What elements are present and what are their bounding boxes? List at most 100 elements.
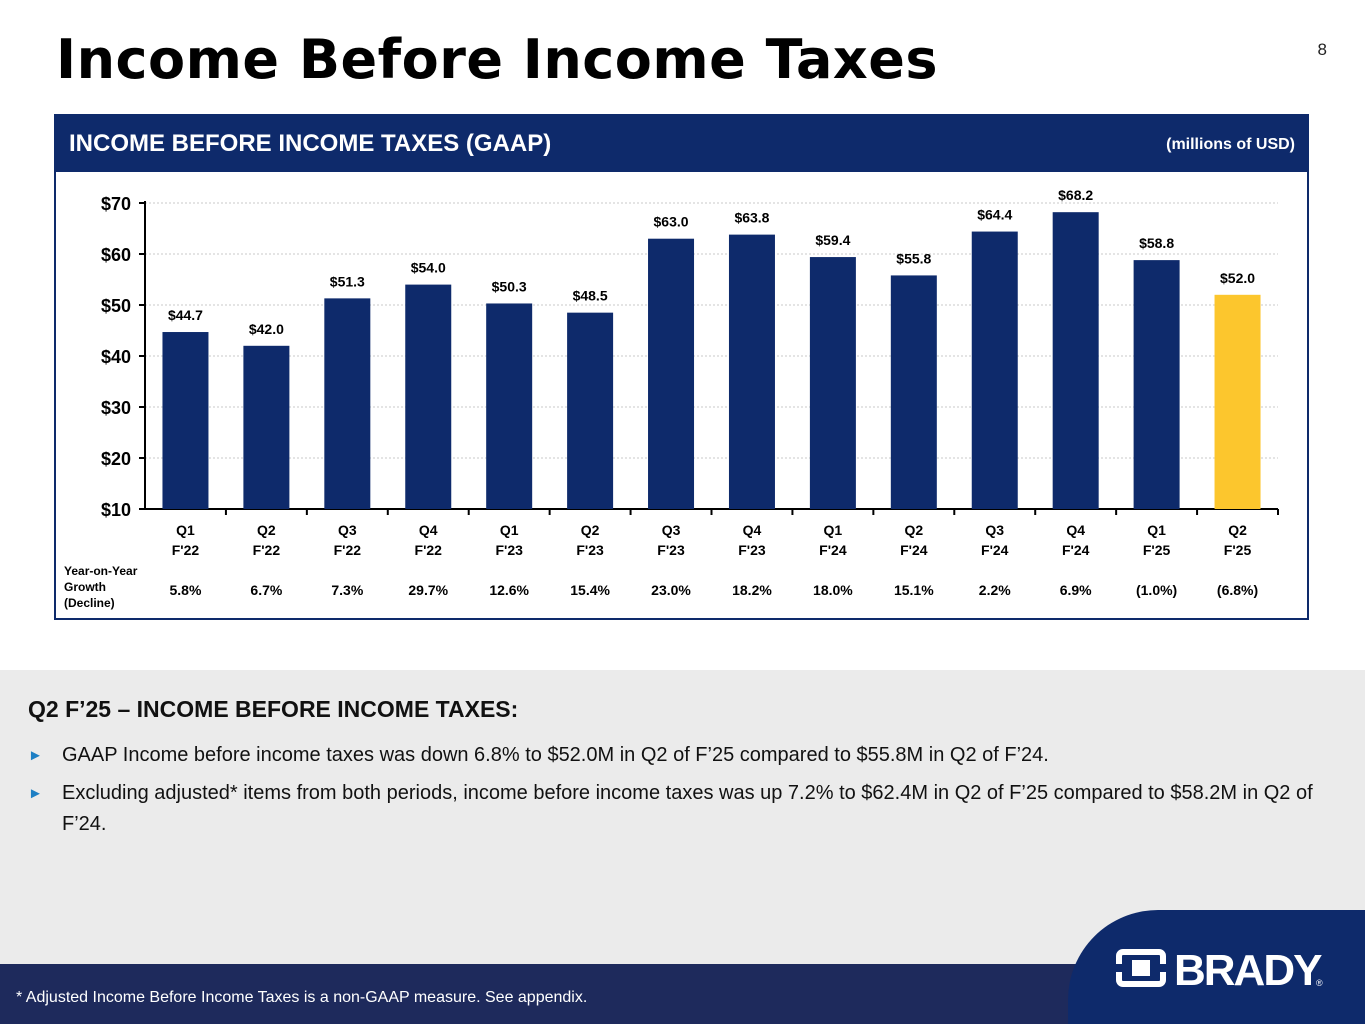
y-tick-label: $60 bbox=[101, 245, 131, 265]
bar bbox=[971, 231, 1018, 509]
growth-value: 23.0% bbox=[651, 582, 691, 598]
summary-heading: Q2 F’25 – INCOME BEFORE INCOME TAXES: bbox=[28, 696, 519, 722]
bar bbox=[486, 303, 533, 509]
y-tick-label: $70 bbox=[101, 194, 131, 214]
x-tick-label: F'24 bbox=[981, 542, 1009, 558]
summary-bullet-text: Excluding adjusted* items from both peri… bbox=[62, 782, 1313, 835]
footnote: * Adjusted Income Before Income Taxes is… bbox=[16, 989, 588, 1006]
data-label: $52.0 bbox=[1220, 270, 1255, 286]
x-tick-label: F'22 bbox=[334, 542, 362, 558]
summary-bullet: ► Excluding adjusted* items from both pe… bbox=[28, 778, 1338, 840]
growth-row-label: Growth bbox=[64, 580, 106, 594]
data-label: $44.7 bbox=[168, 307, 203, 323]
growth-value: 5.8% bbox=[170, 582, 202, 598]
y-tick-label: $30 bbox=[101, 398, 131, 418]
data-label: $63.8 bbox=[734, 210, 769, 226]
growth-value: 2.2% bbox=[979, 582, 1011, 598]
growth-row-label: (Decline) bbox=[64, 596, 115, 610]
x-tick-label: F'24 bbox=[819, 542, 847, 558]
growth-value: 6.7% bbox=[250, 582, 282, 598]
growth-value: 15.4% bbox=[570, 582, 610, 598]
x-tick-label: Q1 bbox=[176, 522, 195, 538]
x-tick-label: F'23 bbox=[738, 542, 766, 558]
bar-chart: $10 $20 $30 $40 $50 $60 $70 $44.7 Q1 F'22 5.8% $42.… bbox=[64, 187, 1279, 610]
data-label: $48.5 bbox=[573, 288, 608, 304]
x-tick-label: Q2 bbox=[581, 522, 600, 538]
bar bbox=[567, 312, 614, 509]
x-tick-label: F'25 bbox=[1224, 542, 1252, 558]
x-tick-label: Q2 bbox=[1228, 522, 1247, 538]
bar bbox=[1052, 212, 1099, 509]
bar bbox=[648, 238, 695, 509]
x-tick-label: F'24 bbox=[900, 542, 928, 558]
x-tick-label: Q1 bbox=[1147, 522, 1166, 538]
growth-value: (6.8%) bbox=[1217, 582, 1258, 598]
y-tick-label: $40 bbox=[101, 347, 131, 367]
data-label: $51.3 bbox=[330, 273, 365, 289]
x-tick-label: F'22 bbox=[253, 542, 281, 558]
page-number: 8 bbox=[1317, 40, 1327, 59]
summary-bullet-text: GAAP Income before income taxes was down… bbox=[62, 744, 1049, 766]
page-title: Income Before Income Taxes bbox=[56, 28, 939, 91]
x-tick-label: F'23 bbox=[495, 542, 523, 558]
data-label: $58.8 bbox=[1139, 235, 1174, 251]
bar bbox=[324, 298, 371, 509]
brady-logo-text: BRADY bbox=[1174, 946, 1322, 994]
data-label: $54.0 bbox=[411, 260, 446, 276]
bar bbox=[890, 275, 937, 509]
x-tick-label: Q4 bbox=[743, 522, 762, 538]
growth-value: 18.0% bbox=[813, 582, 853, 598]
growth-value: 7.3% bbox=[331, 582, 363, 598]
x-tick-label: Q4 bbox=[419, 522, 438, 538]
bar bbox=[1214, 294, 1261, 509]
data-label: $68.2 bbox=[1058, 187, 1093, 203]
growth-value: (1.0%) bbox=[1136, 582, 1177, 598]
growth-value: 6.9% bbox=[1060, 582, 1092, 598]
y-tick-label: $10 bbox=[101, 500, 131, 520]
bar bbox=[405, 284, 452, 509]
brady-logo-mark-icon bbox=[1116, 949, 1166, 987]
x-tick-label: F'25 bbox=[1143, 542, 1171, 558]
bar bbox=[243, 345, 290, 509]
x-tick-label: Q3 bbox=[985, 522, 1004, 538]
x-tick-label: F'24 bbox=[1062, 542, 1090, 558]
bar bbox=[809, 257, 856, 509]
chart-units: (millions of USD) bbox=[1166, 136, 1295, 153]
x-tick-label: Q4 bbox=[1066, 522, 1085, 538]
data-label: $50.3 bbox=[492, 278, 527, 294]
data-label: $42.0 bbox=[249, 321, 284, 337]
growth-value: 12.6% bbox=[489, 582, 529, 598]
x-tick-label: Q3 bbox=[338, 522, 357, 538]
growth-row-label: Year-on-Year bbox=[64, 564, 138, 578]
chart-panel: INCOME BEFORE INCOME TAXES (GAAP) (milli… bbox=[54, 114, 1309, 620]
x-tick-label: Q2 bbox=[904, 522, 923, 538]
data-label: $64.4 bbox=[977, 207, 1012, 223]
x-tick-label: F'22 bbox=[172, 542, 200, 558]
chart-panel-header: INCOME BEFORE INCOME TAXES (GAAP) (milli… bbox=[56, 116, 1307, 172]
x-tick-label: Q3 bbox=[662, 522, 681, 538]
x-tick-label: F'23 bbox=[657, 542, 685, 558]
right-triangle-icon: ► bbox=[28, 785, 43, 802]
summary-bullet: ► GAAP Income before income taxes was do… bbox=[28, 740, 1338, 771]
x-tick-label: F'22 bbox=[415, 542, 443, 558]
y-tick-label: $20 bbox=[101, 449, 131, 469]
data-label: $55.8 bbox=[896, 250, 931, 266]
registered-mark: ® bbox=[1316, 978, 1323, 988]
bar bbox=[162, 332, 209, 509]
right-triangle-icon: ► bbox=[28, 747, 43, 764]
y-tick-label: $50 bbox=[101, 296, 131, 316]
x-tick-label: Q2 bbox=[257, 522, 276, 538]
chart-title: INCOME BEFORE INCOME TAXES (GAAP) bbox=[69, 130, 552, 157]
bar bbox=[728, 234, 775, 509]
bar bbox=[1133, 260, 1180, 509]
growth-value: 18.2% bbox=[732, 582, 772, 598]
summary-bullets: ► GAAP Income before income taxes was do… bbox=[28, 740, 1338, 847]
x-tick-label: F'23 bbox=[576, 542, 604, 558]
data-label: $63.0 bbox=[654, 214, 689, 230]
brady-logo: BRADY ® bbox=[1116, 946, 1324, 994]
growth-value: 15.1% bbox=[894, 582, 934, 598]
x-tick-label: Q1 bbox=[824, 522, 843, 538]
data-label: $59.4 bbox=[815, 232, 850, 248]
x-tick-label: Q1 bbox=[500, 522, 519, 538]
growth-value: 29.7% bbox=[408, 582, 448, 598]
